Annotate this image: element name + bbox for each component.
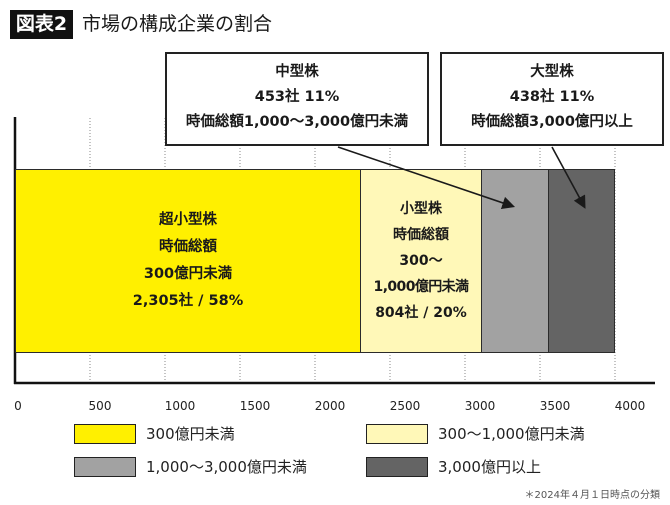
legend-label: 3,000億円以上 (438, 458, 541, 476)
x-tick: 4000 (614, 399, 646, 413)
callout-range: 時価総額1,000〜3,000億円未満 (185, 114, 409, 130)
x-tick: 2000 (314, 399, 346, 413)
x-tick: 1500 (239, 399, 271, 413)
bar-segment-micro: 超小型株 時価総額 300億円未満 2,305社 / 58% (15, 169, 361, 353)
segment-label: 時価総額 (159, 239, 217, 255)
callout-value: 453社 11% (254, 89, 340, 105)
segment-label: 超小型株 (159, 212, 217, 228)
legend-swatch-mid (74, 457, 136, 477)
segment-label: 時価総額 (393, 227, 449, 243)
segment-label: 300〜 (399, 253, 443, 269)
callout-title: 大型株 (530, 64, 574, 80)
legend-label: 300億円未満 (146, 425, 235, 443)
x-tick: 2500 (389, 399, 421, 413)
legend-swatch-small (366, 424, 428, 444)
footnote: ＊2024年４月１日時点の分類 (524, 490, 660, 501)
callout-value: 438社 11% (509, 89, 595, 105)
segment-label: 1,000億円未満 (373, 279, 469, 295)
bar-segment-large (548, 169, 615, 353)
legend-label: 1,000〜3,000億円未満 (146, 458, 307, 476)
segment-value: 804社 / 20% (375, 305, 467, 321)
callout-title: 中型株 (275, 64, 319, 80)
legend-swatch-large (366, 457, 428, 477)
callout-mid-cap: 中型株 453社 11% 時価総額1,000〜3,000億円未満 (165, 52, 429, 146)
legend-label: 300〜1,000億円未満 (438, 425, 585, 443)
segment-label: 300億円未満 (143, 266, 233, 282)
x-tick: 3000 (464, 399, 496, 413)
callout-large-cap: 大型株 438社 11% 時価総額3,000億円以上 (440, 52, 664, 146)
segment-label: 小型株 (400, 201, 442, 217)
x-tick: 3500 (539, 399, 571, 413)
x-tick: 0 (14, 399, 22, 413)
figure-badge: 図表2 (10, 10, 73, 39)
bar-segment-small: 小型株 時価総額 300〜 1,000億円未満 804社 / 20% (360, 169, 482, 353)
segment-value: 2,305社 / 58% (132, 293, 244, 309)
callout-range: 時価総額3,000億円以上 (471, 114, 633, 130)
legend-swatch-micro (74, 424, 136, 444)
chart-title: 市場の構成企業の割合 (82, 13, 273, 35)
x-tick: 1000 (164, 399, 196, 413)
bar-segment-mid (481, 169, 549, 353)
x-tick: 500 (88, 399, 112, 413)
